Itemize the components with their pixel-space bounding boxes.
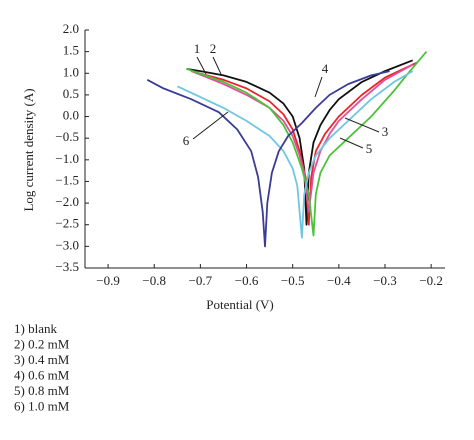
- x-tick-label: −0.4: [327, 273, 351, 288]
- legend-entry: 2) 0.2 mM: [14, 336, 70, 351]
- annotation-leader: [339, 137, 364, 149]
- y-tick-label: 1.0: [63, 64, 79, 79]
- y-axis-label: Log current density (A): [21, 88, 36, 211]
- y-tick-label: −3.0: [55, 237, 79, 252]
- series-line: [186, 59, 414, 226]
- x-axis-label: Potential (V): [206, 297, 274, 312]
- y-tick-label: 0.0: [63, 108, 79, 123]
- annotation: 5: [366, 141, 373, 156]
- x-tick-label: −0.7: [189, 273, 213, 288]
- y-tick-label: 0.5: [63, 86, 79, 101]
- y-tick-label: 1.5: [63, 43, 79, 58]
- y-tick-label: −0.5: [55, 129, 79, 144]
- legend-entry: 6) 1.0 mM: [14, 398, 70, 413]
- series-line: [186, 51, 428, 237]
- annotation-leader: [212, 56, 222, 75]
- y-tick-label: −2.0: [55, 194, 79, 209]
- y-tick-label: −1.5: [55, 172, 79, 187]
- series-line: [176, 70, 414, 239]
- series-line: [146, 70, 390, 248]
- annotation: 2: [210, 41, 217, 56]
- legend-entry: 4) 0.6 mM: [14, 367, 70, 382]
- annotation: 3: [382, 124, 389, 139]
- annotation: 4: [322, 61, 329, 76]
- x-tick-label: −0.9: [96, 273, 120, 288]
- legend-entry: 3) 0.4 mM: [14, 352, 70, 367]
- legend-entry: 5) 0.8 mM: [14, 383, 70, 398]
- annotation-leader: [314, 76, 323, 98]
- series-line: [190, 63, 414, 213]
- annotation: 6: [183, 133, 190, 148]
- x-tick-label: −0.8: [142, 273, 166, 288]
- y-tick-label: −2.5: [55, 216, 79, 231]
- annotation-leader: [196, 56, 207, 75]
- x-tick-label: −0.2: [419, 273, 443, 288]
- annotation-leader: [192, 111, 229, 140]
- y-tick-label: 2.0: [63, 21, 79, 36]
- y-tick-label: −3.5: [55, 259, 79, 274]
- y-tick-label: −1.0: [55, 151, 79, 166]
- annotation-leader: [344, 117, 380, 133]
- legend-entry: 1) blank: [14, 321, 57, 336]
- x-tick-label: −0.3: [373, 273, 397, 288]
- annotation: 1: [194, 41, 201, 56]
- x-tick-label: −0.6: [235, 273, 259, 288]
- x-tick-label: −0.5: [281, 273, 305, 288]
